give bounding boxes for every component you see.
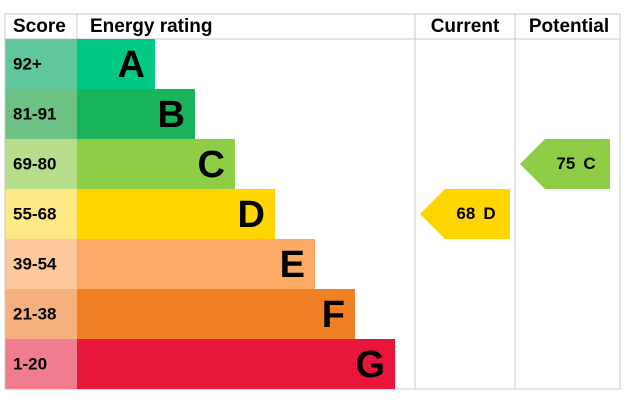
band-score: 21-38 [13,304,56,323]
band-letter: A [118,44,145,86]
band-letter: C [198,144,225,186]
potential-value: 75 [556,154,575,173]
current-label: 68 D [456,204,495,223]
rating-bar [77,289,355,339]
header-score: Score [13,16,66,37]
score-cell [5,39,77,89]
band-letter: E [280,244,305,286]
score-cell [5,289,77,339]
band-score: 55-68 [13,204,56,223]
potential-letter: C [583,154,595,173]
header-rating: Energy rating [90,16,212,37]
rating-bar [77,239,315,289]
band-score: 69-80 [13,154,56,173]
potential-label: 75 C [556,154,595,173]
rating-bar [77,189,275,239]
rating-bar [77,89,195,139]
potential-arrow [520,139,610,189]
current-value: 68 [456,204,475,223]
rating-bar [77,339,395,389]
band-letter: G [355,344,385,386]
band-score: 1-20 [13,354,47,373]
band-letter: F [322,294,345,336]
band-score: 92+ [13,54,42,73]
rating-bar [77,39,155,89]
rating-bar [77,139,235,189]
current-letter: D [483,204,495,223]
score-cell [5,189,77,239]
header-current: Current [431,16,500,37]
band-score: 81-91 [13,104,56,123]
band-letter: B [158,94,185,136]
band-letter: D [238,194,265,236]
score-cell [5,139,77,189]
score-cell [5,89,77,139]
score-cell [5,339,77,389]
header-potential: Potential [529,16,609,37]
current-arrow [420,189,510,239]
score-cell [5,239,77,289]
band-score: 39-54 [13,254,57,273]
